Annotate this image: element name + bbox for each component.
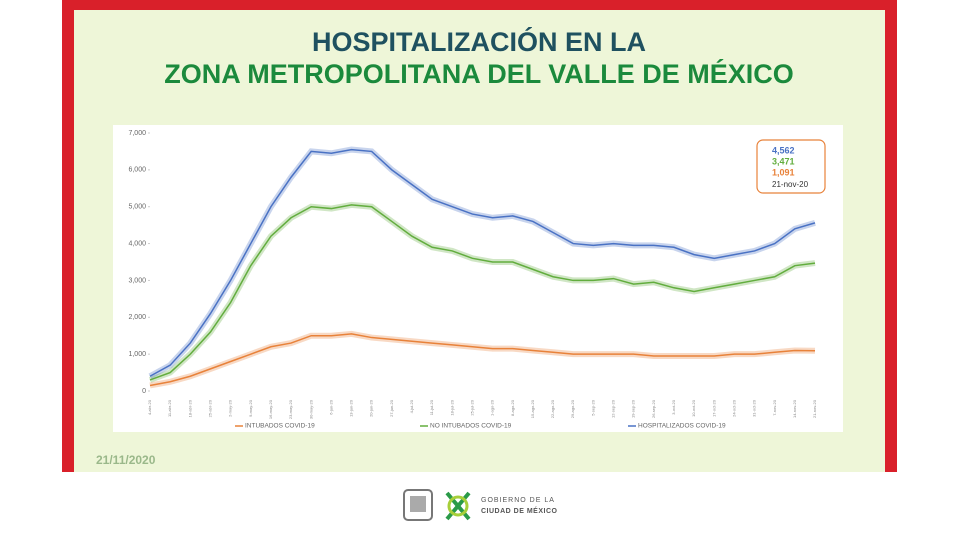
y-tick-label: 1,000 — [128, 351, 146, 358]
x-tick-label: 12-sep-20 — [611, 399, 616, 418]
x-tick-label: 4-jul-20 — [409, 399, 414, 413]
y-tick-label: 0 — [142, 388, 146, 395]
x-tick-label: 3-oct-20 — [671, 399, 676, 414]
x-tick-label: 8-ago-20 — [510, 399, 515, 416]
x-tick-label: 13-jun-20 — [349, 399, 354, 417]
footer-line-2: CIUDAD DE MÉXICO — [481, 506, 558, 515]
series-line — [149, 204, 816, 381]
x-tick-label: 21-nov-20 — [812, 399, 817, 418]
x-tick-label: 29-ago-20 — [570, 399, 575, 418]
series-line — [149, 148, 816, 377]
x-tick-label: 7-nov-20 — [772, 399, 777, 416]
x-tick-label: 25-jul-20 — [469, 399, 474, 415]
legend-label: NO INTUBADOS COVID-19 — [430, 423, 512, 430]
x-tick-label: 2-may-20 — [228, 399, 233, 417]
x-tick-label: 24-oct-20 — [731, 399, 736, 417]
x-tick-label: 25-abr-20 — [208, 399, 213, 417]
logo-shield — [403, 489, 433, 521]
legend-label: INTUBADOS COVID-19 — [245, 423, 315, 430]
x-tick-label: 19-sep-20 — [631, 399, 636, 418]
x-tick-label: 27-jun-20 — [389, 399, 394, 417]
x-tick-label: 31-oct-20 — [752, 399, 757, 417]
x-tick-label: 5-sep-20 — [590, 399, 595, 416]
x-tick-label: 30-may-20 — [308, 399, 313, 419]
x-tick-label: 11-abr-20 — [167, 399, 172, 417]
x-tick-label: 11-jul-20 — [429, 399, 434, 415]
x-tick-label: 9-may-20 — [248, 399, 253, 417]
logo-cdmx — [445, 491, 471, 521]
chart-area — [113, 125, 843, 432]
series-line — [149, 333, 816, 387]
x-tick-label: 4-abr-20 — [147, 399, 152, 415]
footer-line-1: GOBIERNO DE LA — [481, 497, 555, 504]
x-tick-label: 20-jun-20 — [369, 399, 374, 417]
x-tick-label: 6-jun-20 — [328, 399, 333, 414]
x-tick-label: 22-ago-20 — [550, 399, 555, 418]
annotation-date: 21-nov-20 — [772, 180, 809, 189]
title-line-1: HOSPITALIZACIÓN EN LA — [312, 26, 646, 57]
x-tick-label: 16-may-20 — [268, 399, 273, 419]
x-tick-label: 17-oct-20 — [711, 399, 716, 417]
title-line-2: ZONA METROPOLITANA DEL VALLE DE MÉXICO — [164, 58, 794, 89]
annotation-value: 4,562 — [772, 145, 795, 155]
slide-date: 21/11/2020 — [96, 453, 156, 467]
y-tick-label: 4,000 — [128, 240, 146, 247]
annotation-box — [756, 139, 826, 194]
y-tick-label: 5,000 — [128, 204, 146, 211]
annotation-value: 3,471 — [772, 156, 795, 166]
x-tick-label: 14-nov-20 — [792, 399, 797, 418]
x-tick-label: 1-ago-20 — [490, 399, 495, 416]
y-tick-label: 6,000 — [128, 167, 146, 174]
y-tick-label: 2,000 — [128, 314, 146, 321]
annotation-value: 1,091 — [772, 167, 795, 177]
x-tick-label: 18-abr-20 — [187, 399, 192, 417]
x-tick-label: 23-may-20 — [288, 399, 293, 419]
x-tick-label: 26-sep-20 — [651, 399, 656, 418]
y-tick-label: 7,000 — [128, 130, 146, 137]
x-tick-label: 18-jul-20 — [449, 399, 454, 415]
x-tick-label: 15-ago-20 — [530, 399, 535, 418]
y-tick-label: 3,000 — [128, 277, 146, 284]
legend-label: HOSPITALIZADOS COVID-19 — [638, 423, 726, 430]
x-tick-label: 10-oct-20 — [691, 399, 696, 417]
